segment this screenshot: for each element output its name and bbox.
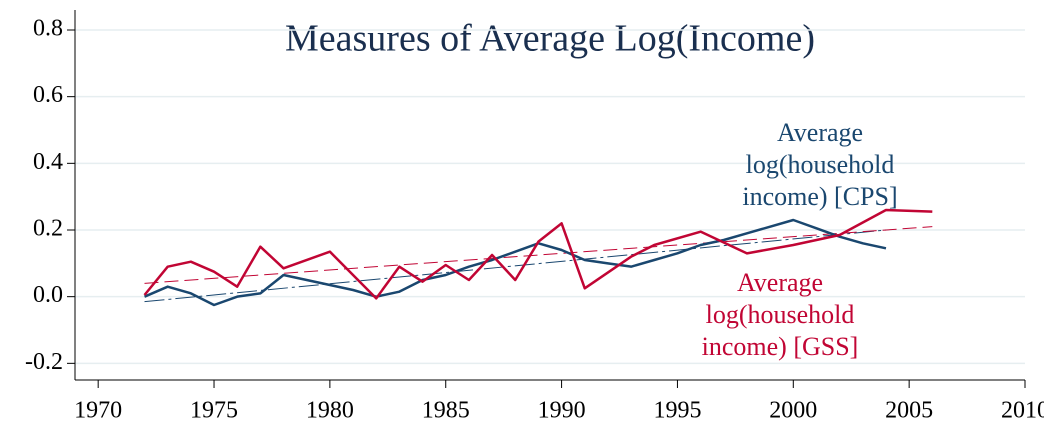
series-line xyxy=(143,208,933,300)
trend-line xyxy=(144,226,933,284)
x-tick-label: 1990 xyxy=(538,398,586,424)
y-tick-label: 0.2 xyxy=(33,216,63,242)
y-tick-label: 0.6 xyxy=(33,82,63,108)
annotation: log(household xyxy=(746,150,895,179)
x-tick-label: 1985 xyxy=(422,398,470,424)
y-tick-label: 0.8 xyxy=(33,16,63,42)
annotation: Average xyxy=(737,268,823,297)
x-tick-label: 1970 xyxy=(74,398,122,424)
trend-line xyxy=(144,229,887,303)
y-tick-label: 0.0 xyxy=(33,282,63,308)
annotation: log(household xyxy=(706,300,855,329)
y-tick-label: 0.4 xyxy=(33,149,63,175)
x-tick-label: 1975 xyxy=(190,398,238,424)
x-tick-label: 1980 xyxy=(306,398,354,424)
chart-title: Measures of Average Log(Income) xyxy=(285,18,815,60)
annotation: income) [CPS] xyxy=(742,182,897,211)
y-tick-label: -0.2 xyxy=(25,349,63,375)
annotation: Average xyxy=(777,118,863,147)
x-tick-label: 1995 xyxy=(653,398,701,424)
x-tick-label: 2005 xyxy=(885,398,933,424)
annotation: income) [GSS] xyxy=(702,332,859,361)
series-line xyxy=(144,218,887,307)
x-tick-label: 2000 xyxy=(769,398,817,424)
x-tick-label: 2010 xyxy=(1001,398,1044,424)
